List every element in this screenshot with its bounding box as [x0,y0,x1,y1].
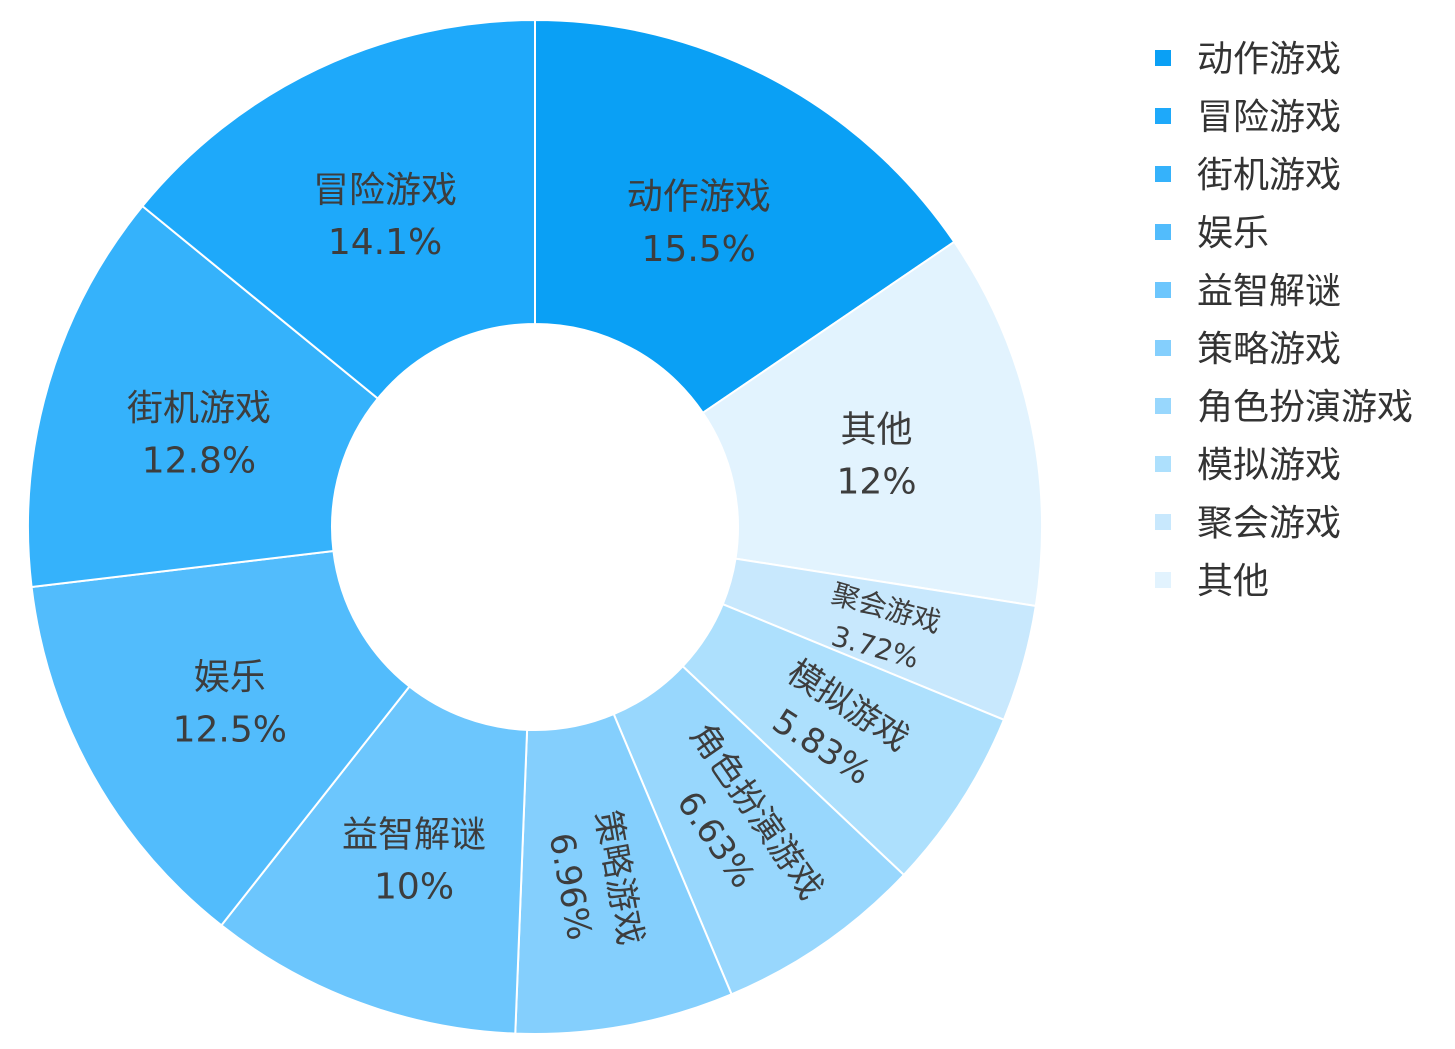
slice-label-0: 动作游戏 15.5% [627,177,771,270]
legend-label: 策略游戏 [1197,329,1341,370]
legend-swatch [1155,282,1171,298]
slice-label-6: 益智解谜 10% [342,814,486,907]
legend-swatch [1155,398,1171,414]
slice-label-9: 冒险游戏 14.1% [313,170,457,263]
legend-label: 模拟游戏 [1197,445,1341,486]
legend-label: 动作游戏 [1197,39,1341,80]
legend-label: 聚会游戏 [1197,503,1341,544]
slices-group [27,18,1043,1036]
slice-category-label: 娱乐 [194,657,266,698]
legend-label: 街机游戏 [1197,155,1341,196]
slice-category-label: 益智解谜 [342,814,486,855]
legend-item-6[interactable]: 角色扮演游戏 [1155,387,1413,428]
legend-item-0[interactable]: 动作游戏 [1155,39,1341,80]
legend-item-3[interactable]: 娱乐 [1155,213,1269,254]
legend-swatch [1155,456,1171,472]
legend-swatch [1155,108,1171,124]
slice-value-label: 10% [374,867,454,908]
slice-value-label: 12% [837,462,917,503]
slice-category-label: 冒险游戏 [313,170,457,211]
slice-value-label: 12.8% [142,440,256,481]
legend-item-7[interactable]: 模拟游戏 [1155,445,1341,486]
slice-label-8: 街机游戏 12.8% [127,388,271,481]
legend-swatch [1155,50,1171,66]
slice-label-1: 其他 12% [837,409,917,502]
legend-label: 角色扮演游戏 [1197,387,1413,428]
donut-slice-7[interactable] [30,549,411,927]
legend-swatch [1155,224,1171,240]
slice-value-label: 15.5% [642,229,756,270]
legend-swatch [1155,514,1171,530]
legend-item-9[interactable]: 其他 [1155,561,1269,602]
legend-item-1[interactable]: 冒险游戏 [1155,97,1341,138]
legend-swatch [1155,166,1171,182]
donut-slice-1[interactable] [701,240,1043,608]
legend-label: 益智解谜 [1197,271,1341,312]
legend-swatch [1155,572,1171,588]
legend-label: 其他 [1197,561,1269,602]
donut-slice-6[interactable] [219,685,529,1035]
legend-label: 冒险游戏 [1197,97,1341,138]
legend-item-5[interactable]: 策略游戏 [1155,329,1341,370]
slice-category-label: 动作游戏 [627,177,771,218]
donut-slice-8[interactable] [27,204,380,589]
slice-category-label: 街机游戏 [127,388,271,429]
donut-slice-9[interactable] [141,18,536,400]
donut-slice-0[interactable] [534,18,956,415]
slice-label-7: 娱乐 12.5% [173,657,287,750]
legend-label: 娱乐 [1197,213,1269,254]
slice-value-label: 12.5% [173,709,287,750]
legend-item-8[interactable]: 聚会游戏 [1155,503,1341,544]
legend-item-4[interactable]: 益智解谜 [1155,271,1341,312]
legend-item-2[interactable]: 街机游戏 [1155,155,1341,196]
slice-category-label: 其他 [841,409,913,450]
slice-value-label: 14.1% [328,222,442,263]
legend-swatch [1155,340,1171,356]
